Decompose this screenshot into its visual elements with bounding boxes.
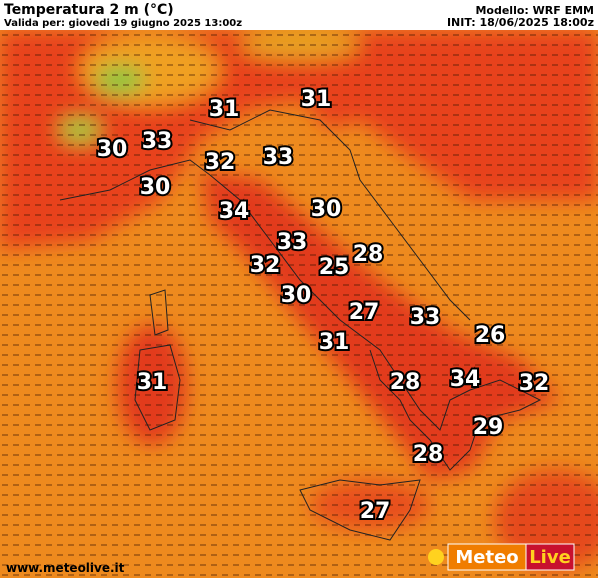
init-time: INIT: 18/06/2025 18:00z: [447, 16, 594, 29]
temperature-label: 33: [410, 305, 441, 330]
temperature-label: 33: [277, 230, 308, 255]
temperature-label: 27: [349, 300, 380, 325]
logo-box: [525, 543, 575, 571]
site-url: www.meteolive.it: [6, 561, 125, 575]
coastlines: [59, 109, 542, 541]
temperature-label: 33: [142, 129, 173, 154]
temperature-label: 28: [413, 442, 444, 467]
temperature-label: 31: [319, 330, 350, 355]
temperature-label: 31: [209, 97, 240, 122]
temperature-label: 34: [219, 199, 250, 224]
logo-text: Live: [529, 547, 571, 568]
temperature-label: 33: [263, 145, 294, 170]
temperature-label: 30: [281, 283, 312, 308]
temperature-label: 34: [450, 367, 481, 392]
temperature-label: 30: [140, 175, 171, 200]
temperature-label: 31: [137, 370, 168, 395]
temperature-label: 30: [311, 197, 342, 222]
temperature-label: 25: [319, 255, 350, 280]
temperature-label: 30: [97, 137, 128, 162]
temperature-label: 29: [473, 415, 504, 440]
temperature-label: 28: [353, 242, 384, 267]
logo-sun: [428, 549, 444, 565]
title: Temperatura 2 m (°C): [4, 2, 174, 18]
header-bar: [0, 0, 598, 30]
temperature-label: 32: [205, 150, 236, 175]
temperature-label: 32: [519, 371, 550, 396]
temperature-label: 32: [250, 253, 281, 278]
logo-box: [447, 543, 527, 571]
temperature-label: 27: [360, 499, 391, 524]
valid-time: Valida per: giovedi 19 giugno 2025 13:00…: [4, 18, 242, 29]
temperature-label: 31: [301, 87, 332, 112]
model: Modello: WRF EMM: [475, 4, 594, 17]
temperature-label: 28: [390, 370, 421, 395]
logo: Meteo Live: [428, 543, 575, 571]
temperature-label: 26: [475, 323, 506, 348]
logo-text: Meteo: [455, 547, 518, 568]
value-grid-texture: [0, 30, 598, 578]
